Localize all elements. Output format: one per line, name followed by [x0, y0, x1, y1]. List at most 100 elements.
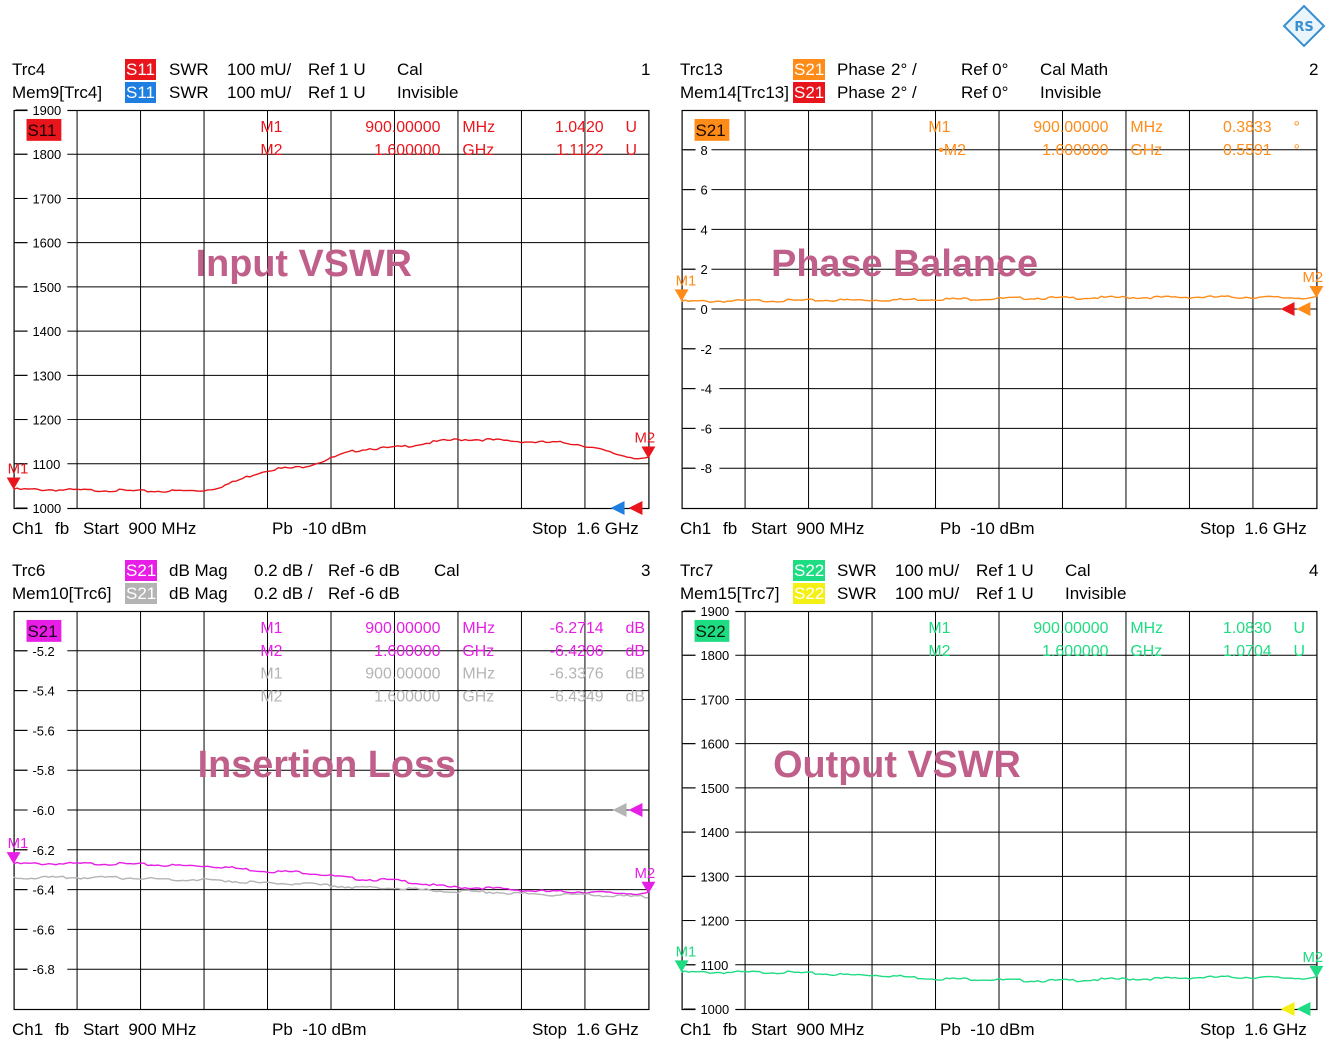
marker-triangle[interactable]	[641, 446, 656, 459]
marker-freq-unit: GHz	[1130, 643, 1162, 660]
scale-label: 0.2 dB /	[254, 584, 313, 603]
trace-state: Invisible	[1065, 584, 1127, 603]
marker-frequency: 1.600000	[1042, 643, 1108, 660]
trace-state: Cal Math	[1040, 60, 1109, 79]
y-tick-label: 1400	[700, 825, 729, 840]
sparam-badge: S11	[125, 82, 156, 103]
trace-window-1: Trc4 S11 SWR 100 mU/Ref 1 U Cal Mem9[Trc4] S11…	[6, 59, 656, 549]
tick-label-bg	[695, 261, 712, 278]
reference-arrow	[612, 803, 627, 817]
y-tick-label: 1200	[700, 914, 729, 929]
ref-label: Ref -6 dB	[328, 561, 400, 580]
marker-freq-unit: GHz	[462, 142, 494, 159]
tick-label-bg	[27, 102, 68, 118]
source-power: Pb -10 dBm	[272, 1020, 367, 1039]
marker-name: M1	[260, 119, 282, 136]
tick-label-bg	[27, 841, 68, 858]
y-tick-label: -5.2	[32, 644, 54, 659]
marker-value-unit: U	[1294, 643, 1306, 660]
tick-label-bg	[695, 460, 720, 477]
marker-triangle[interactable]	[6, 477, 21, 490]
legend-badge	[694, 619, 730, 642]
tick-label-bg	[695, 301, 712, 317]
tick-label-bg	[27, 146, 68, 163]
y-tick-label: 1000	[32, 501, 61, 516]
tick-label-bg	[27, 722, 68, 739]
trace-line	[13, 438, 649, 493]
marker-triangle[interactable]	[674, 960, 689, 973]
trace-name: Mem14[Trc13]	[680, 83, 789, 102]
format-label: Phase	[837, 60, 886, 79]
y-tick-label: 1000	[700, 1002, 729, 1017]
trace-name: Trc13	[680, 60, 723, 79]
ref-label: Ref 0°	[961, 83, 1009, 102]
tick-label-bg	[695, 868, 736, 885]
tick-label-bg	[695, 956, 736, 973]
trace-name: Trc4	[12, 60, 46, 79]
marker-frequency: 1.600000	[374, 689, 440, 706]
y-tick-label: 1100	[700, 958, 728, 973]
y-tick-label: 1600	[32, 236, 61, 251]
marker-freq-unit: MHz	[462, 119, 495, 136]
format-label: dB Mag	[169, 584, 228, 603]
trace-state: Cal	[397, 60, 423, 79]
window-number: 3	[641, 561, 651, 580]
marker-value-unit: U	[1294, 620, 1306, 637]
marker-name: M1	[260, 666, 282, 683]
marker-value-unit: U	[626, 142, 638, 159]
marker-frequency: 1.600000	[1042, 142, 1108, 159]
tick-label-bg	[695, 340, 720, 357]
marker-triangle[interactable]	[1309, 285, 1324, 298]
y-tick-label: 1600	[700, 737, 729, 752]
marker-value-unit: U	[626, 119, 638, 136]
legend-badge	[26, 619, 62, 642]
format-label: SWR	[837, 561, 877, 580]
tick-label-bg	[695, 380, 720, 397]
tick-label-bg	[27, 411, 68, 428]
tick-label-bg	[695, 647, 736, 664]
trace-state: Cal	[1065, 561, 1091, 580]
marker-name: M1	[928, 119, 950, 136]
y-tick-label: -6.4	[32, 883, 54, 898]
sparam-badge: S21	[793, 82, 826, 103]
marker-value: 1.0420	[555, 119, 604, 136]
format-label: SWR	[169, 83, 209, 102]
legend-badge-label: S11	[28, 121, 57, 140]
tick-label-bg	[27, 802, 68, 818]
tick-label-bg	[27, 762, 68, 779]
ref-label: Ref 1 U	[976, 561, 1034, 580]
marker-freq-unit: GHz	[462, 643, 494, 660]
start-frequency: Start 900 MHz	[751, 519, 865, 538]
reference-arrow	[628, 803, 643, 817]
y-tick-label: 2	[700, 262, 707, 277]
tick-label-bg	[27, 642, 68, 659]
legend-badge-label: S21	[696, 121, 726, 140]
trace-plot: -6.8 -6.6 -6.4 -6.2 -6.0 -5.8 -5.6 -5.4 -5.2 Inse…	[6, 610, 656, 1011]
trace-plot: 1000 1100 1200 1300 1400 1500 1600 1700 1800 1900…	[674, 603, 1324, 1017]
marker-name: •M2	[938, 142, 966, 159]
format-label: SWR	[837, 584, 877, 603]
annotation-label: Output VSWR	[773, 744, 1021, 786]
marker-frequency: 900.00000	[1033, 620, 1108, 637]
tick-label-bg	[695, 779, 736, 796]
source-power: Pb -10 dBm	[940, 1020, 1035, 1039]
marker-name: M2	[928, 643, 950, 660]
trace-line	[681, 970, 1317, 983]
reference-arrow	[1280, 1002, 1295, 1016]
ref-label: Ref -6 dB	[328, 584, 400, 603]
y-tick-label: -6.6	[32, 922, 54, 937]
marker-label: M2	[634, 865, 655, 882]
trace-plot: -8 -6 -4 -2 0 2 4 6 8 Phase Balance S21 M1 900.00000…	[674, 109, 1324, 510]
start-frequency: Start 900 MHz	[751, 1020, 865, 1039]
tick-label-bg	[27, 190, 68, 207]
marker-triangle[interactable]	[641, 881, 656, 894]
marker-value: -6.4206	[550, 643, 604, 660]
marker-triangle[interactable]	[6, 852, 21, 865]
marker-triangle[interactable]	[1309, 965, 1324, 978]
marker-value: -6.2714	[550, 620, 604, 637]
channel-label: Ch1	[680, 1020, 712, 1039]
trace-state: Invisible	[1040, 83, 1102, 102]
marker-label: M2	[634, 430, 655, 447]
marker-triangle[interactable]	[674, 289, 689, 302]
format-label: SWR	[169, 60, 209, 79]
